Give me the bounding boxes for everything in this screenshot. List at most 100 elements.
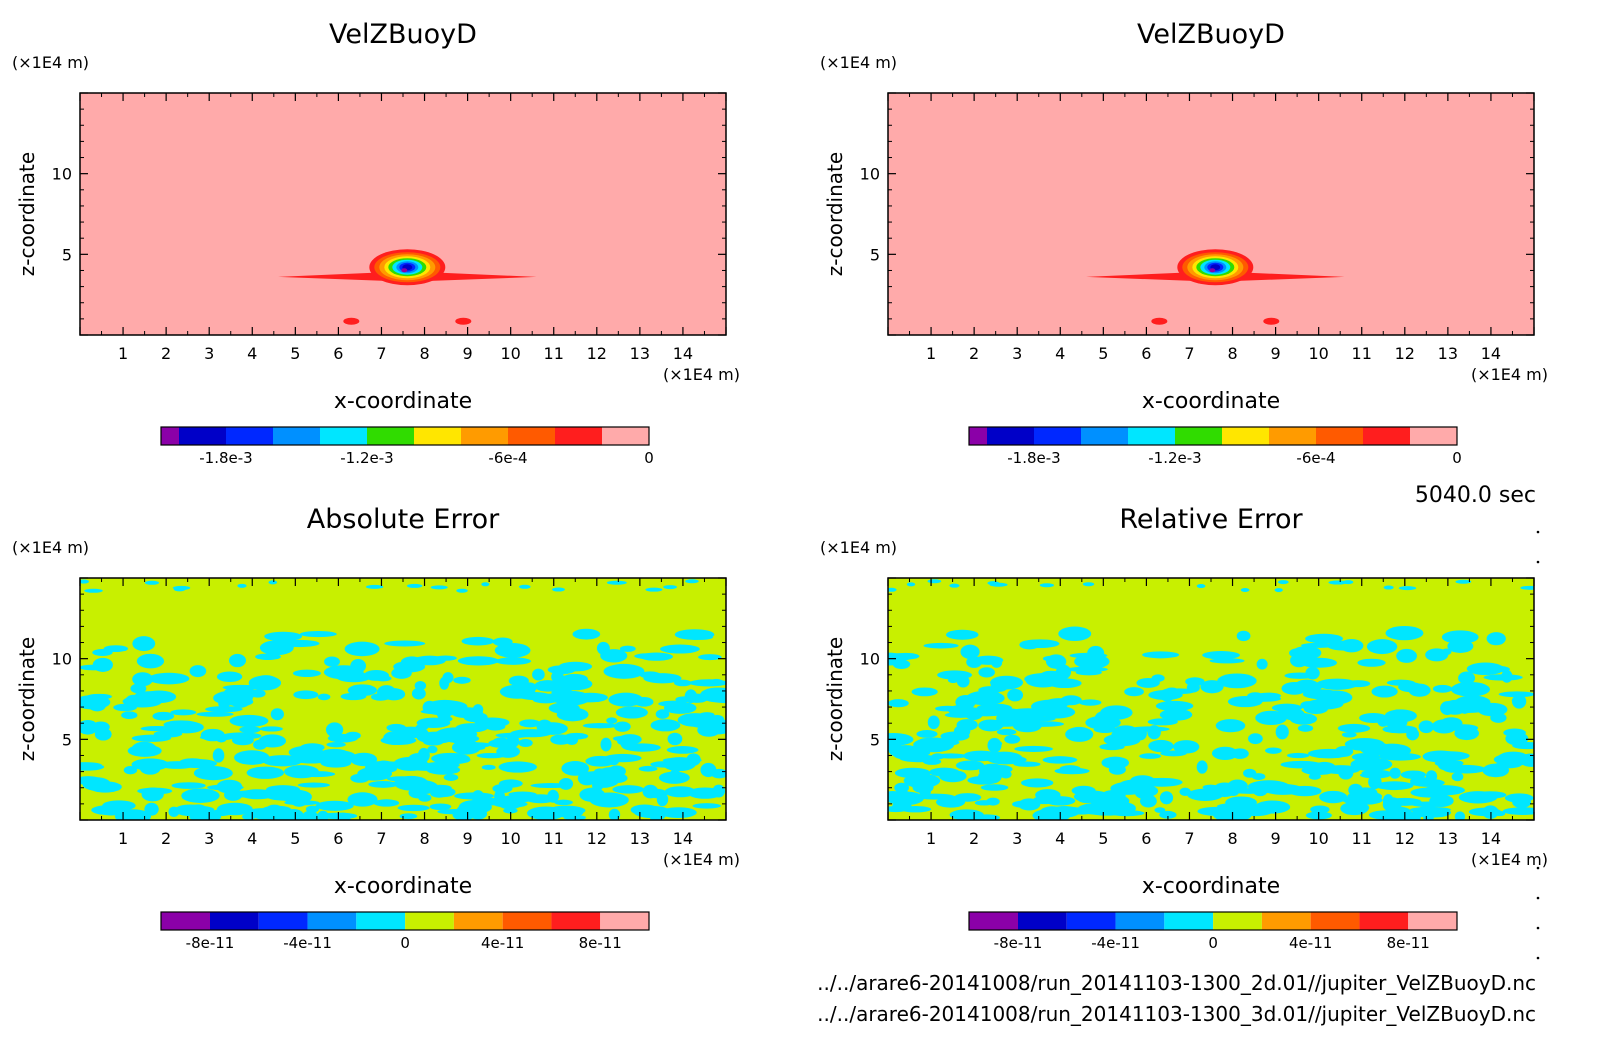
error-contour <box>94 728 112 741</box>
plot-area <box>80 578 726 820</box>
error-contour <box>946 629 979 640</box>
x-tick-label: 5 <box>1098 829 1108 848</box>
colorbar-label: 8e-11 <box>1387 934 1430 952</box>
error-contour <box>454 792 494 800</box>
error-contour <box>1482 763 1510 778</box>
error-contour <box>1300 657 1338 668</box>
error-contour <box>153 730 183 738</box>
x-tick-label: 10 <box>500 344 520 363</box>
error-contour <box>397 804 430 812</box>
x-tick-label: 12 <box>587 829 607 848</box>
error-contour <box>268 580 278 585</box>
error-contour <box>347 792 378 807</box>
error-contour <box>170 709 197 716</box>
error-contour <box>1398 682 1423 693</box>
error-contour <box>481 764 496 770</box>
error-contour <box>418 793 432 802</box>
error-contour <box>461 636 495 646</box>
error-contour <box>1305 666 1320 680</box>
error-contour <box>1389 767 1401 779</box>
error-contour <box>205 706 243 713</box>
error-contour <box>698 654 722 661</box>
x-tick-label: 3 <box>204 829 214 848</box>
error-contour <box>1429 794 1454 807</box>
colorbar-swatch <box>1222 427 1269 445</box>
colorbar-swatch <box>179 427 226 445</box>
error-contour <box>1151 674 1165 682</box>
x-unit-label: (×1E4 m) <box>1471 850 1548 869</box>
error-contour <box>1400 770 1426 779</box>
colorbar-swatch <box>1261 912 1311 930</box>
error-contour <box>953 725 971 738</box>
error-contour <box>237 583 247 588</box>
error-contour <box>1441 630 1479 644</box>
error-contour <box>912 781 934 794</box>
error-contour <box>685 579 699 584</box>
x-tick-label: 14 <box>673 829 693 848</box>
error-contour <box>514 792 534 803</box>
error-contour <box>1520 585 1534 590</box>
error-contour <box>1410 776 1432 785</box>
error-contour <box>1455 579 1472 584</box>
error-contour <box>1474 791 1507 799</box>
error-contour <box>1412 807 1426 818</box>
error-contour <box>457 656 500 666</box>
error-contour <box>988 755 1027 765</box>
error-contour <box>1345 680 1371 688</box>
error-contour <box>615 706 648 719</box>
error-contour <box>427 745 438 754</box>
error-contour <box>623 743 661 752</box>
error-contour <box>137 787 173 795</box>
error-contour <box>163 720 199 729</box>
error-contour <box>1007 688 1024 702</box>
error-contour <box>123 765 138 775</box>
error-contour <box>121 711 138 720</box>
error-contour <box>178 759 217 769</box>
error-contour <box>967 707 1006 717</box>
error-contour <box>430 585 448 590</box>
x-tick-label: 11 <box>1352 344 1372 363</box>
colorbar-swatch <box>161 912 210 930</box>
error-contour <box>365 584 384 589</box>
error-contour <box>384 640 426 647</box>
x-tick-label: 13 <box>630 344 650 363</box>
error-contour <box>1019 640 1040 650</box>
error-contour <box>1328 580 1348 585</box>
error-contour <box>485 722 506 731</box>
colorbar-label: 8e-11 <box>579 934 622 952</box>
error-contour <box>1468 807 1502 817</box>
error-contour <box>1035 789 1061 801</box>
error-contour <box>1275 724 1289 740</box>
colorbar-swatch <box>1363 427 1410 445</box>
error-contour <box>603 663 645 679</box>
error-contour <box>980 784 1009 791</box>
error-contour <box>144 802 159 816</box>
error-contour <box>1366 639 1398 655</box>
error-contour <box>132 672 153 687</box>
error-contour <box>1202 784 1220 791</box>
error-contour <box>80 763 105 771</box>
x-tick-label: 8 <box>419 829 429 848</box>
error-contour <box>927 579 942 584</box>
colorbar-swatch <box>210 912 259 930</box>
colorbar-swatch <box>414 427 461 445</box>
surface-blob <box>455 317 472 325</box>
error-contour <box>1348 783 1363 797</box>
error-contour <box>315 800 354 811</box>
error-contour <box>1196 584 1206 589</box>
error-contour <box>451 707 483 719</box>
error-contour <box>481 582 490 587</box>
x-axis-label: x-coordinate <box>1142 389 1280 414</box>
colorbar-swatch <box>161 427 179 445</box>
error-contour <box>612 785 645 794</box>
error-contour <box>1124 687 1144 697</box>
error-contour <box>1118 803 1130 814</box>
x-tick-label: 14 <box>673 344 693 363</box>
file-path-2d: ../../arare6-20141008/run_20141103-1300_… <box>817 971 1536 995</box>
error-contour <box>1060 695 1082 706</box>
error-contour <box>399 813 418 820</box>
error-contour <box>1494 810 1506 817</box>
error-contour <box>417 747 430 763</box>
colorbar-swatch <box>969 912 1018 930</box>
